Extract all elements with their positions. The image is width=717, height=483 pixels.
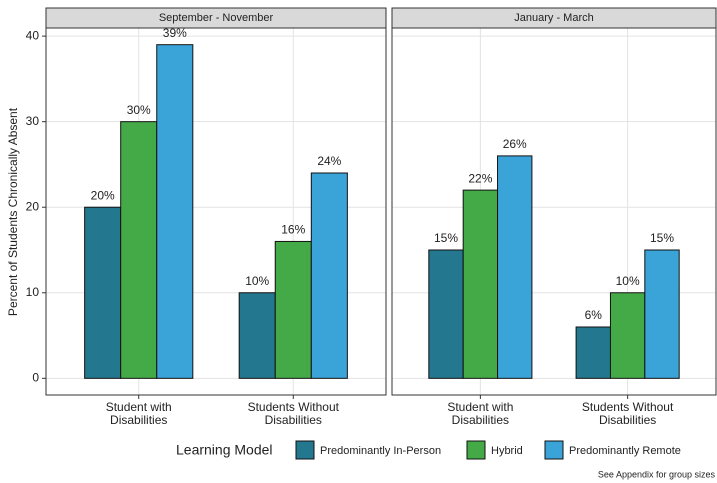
- y-tick-label: 30: [26, 114, 40, 128]
- legend-label: Predominantly Remote: [569, 445, 681, 457]
- footnote: See Appendix for group sizes: [598, 469, 716, 479]
- value-label: 16%: [281, 223, 305, 237]
- legend-title: Learning Model: [176, 442, 273, 458]
- bar: [462, 189, 499, 379]
- value-label: 6%: [585, 308, 603, 322]
- bar: [497, 155, 533, 379]
- bar: [575, 326, 611, 379]
- x-tick-label: Students Without Disabilities: [581, 400, 674, 427]
- bar: [238, 292, 276, 379]
- bar: [156, 44, 194, 379]
- y-tick-label: 10: [26, 285, 40, 299]
- value-label: 22%: [468, 171, 492, 185]
- value-label: 10%: [616, 274, 640, 288]
- bar: [428, 249, 464, 379]
- bar: [609, 292, 646, 379]
- value-label: 15%: [434, 231, 458, 245]
- value-label: 24%: [317, 154, 341, 168]
- bar: [310, 172, 348, 379]
- value-label: 26%: [503, 137, 527, 151]
- panel-border: [45, 27, 387, 396]
- legend-key: [295, 440, 315, 460]
- x-tick-label: Students Without Disabilities: [247, 400, 339, 427]
- legend-label: Hybrid: [491, 445, 523, 457]
- legend-key: [544, 440, 564, 460]
- value-label: 30%: [127, 103, 151, 117]
- y-tick-label: 20: [26, 199, 40, 213]
- legend-label: Predominantly In-Person: [320, 445, 441, 457]
- bar: [274, 240, 312, 379]
- strip-title: January - March: [514, 12, 593, 24]
- value-label: 39%: [163, 26, 187, 40]
- y-tick-label: 40: [26, 28, 40, 42]
- panel-border: [391, 27, 717, 396]
- value-label: 20%: [91, 188, 115, 202]
- y-axis-title: Percent of Students Chronically Absent: [6, 107, 20, 316]
- x-tick-label: Student with Disabilities: [105, 400, 172, 427]
- bar: [644, 249, 680, 379]
- strip-title: September - November: [159, 12, 274, 24]
- value-label: 15%: [650, 231, 674, 245]
- bar: [120, 121, 158, 379]
- legend-key: [466, 440, 486, 460]
- value-label: 10%: [245, 274, 269, 288]
- x-tick-label: Student with Disabilities: [447, 400, 514, 427]
- bar: [84, 206, 122, 379]
- y-tick-label: 0: [32, 370, 39, 384]
